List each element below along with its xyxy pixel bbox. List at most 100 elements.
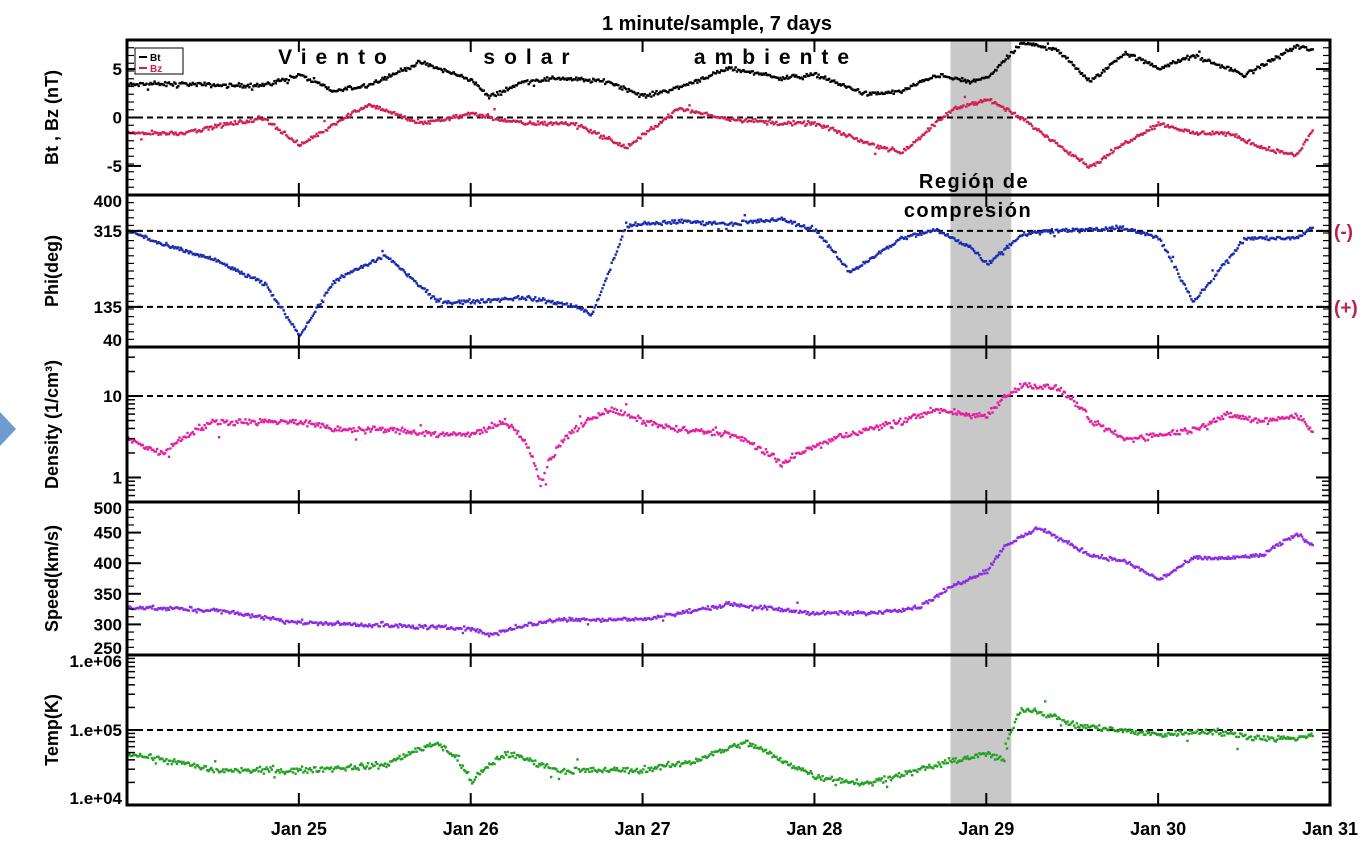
data-point [1111, 225, 1114, 229]
data-point [1216, 416, 1219, 419]
data-point [1032, 387, 1035, 390]
data-point [577, 77, 580, 80]
data-point [1084, 163, 1088, 166]
data-point [800, 611, 803, 614]
data-point [578, 78, 582, 81]
data-point [849, 86, 852, 89]
data-point [636, 136, 640, 139]
data-point [428, 293, 432, 296]
data-point [514, 429, 517, 432]
data-point [601, 412, 604, 415]
data-point [306, 771, 309, 774]
data-point [426, 628, 429, 631]
data-point [1145, 61, 1148, 64]
data-point [942, 232, 945, 235]
data-point [676, 85, 679, 88]
data-point [490, 298, 493, 302]
data-point [173, 607, 176, 610]
data-point [713, 71, 716, 75]
data-point [613, 618, 616, 621]
data-point [717, 433, 720, 436]
data-point [341, 767, 345, 770]
data-point [430, 64, 433, 67]
data-point [665, 425, 669, 428]
data-point [499, 298, 503, 302]
data-point [547, 299, 550, 302]
data-point [850, 87, 853, 90]
data-point [552, 455, 555, 459]
data-point [567, 437, 570, 440]
data-point [821, 126, 824, 129]
data-point [349, 623, 353, 626]
data-point [830, 79, 833, 82]
data-point [696, 111, 699, 114]
data-point [1020, 386, 1023, 389]
data-point [729, 67, 732, 70]
data-point [344, 116, 347, 120]
data-point [300, 331, 304, 334]
data-point [642, 419, 645, 423]
data-point [671, 614, 674, 617]
data-point [167, 759, 171, 762]
data-point [1099, 160, 1102, 164]
data-point [1190, 55, 1193, 58]
data-point [195, 764, 198, 767]
data-point [1169, 257, 1172, 260]
data-point [1120, 143, 1123, 146]
data-point [1232, 555, 1235, 558]
data-point [482, 426, 486, 429]
data-point [444, 432, 447, 436]
data-point [976, 78, 980, 82]
data-point [540, 79, 544, 82]
data-point [393, 261, 396, 264]
data-point [1106, 227, 1109, 231]
data-point [279, 419, 283, 422]
data-point [1307, 541, 1310, 545]
data-point [299, 74, 302, 77]
data-point [538, 80, 541, 83]
data-point [361, 266, 364, 269]
data-point [140, 82, 143, 85]
data-point [625, 146, 628, 149]
data-point [552, 302, 555, 305]
data-point [522, 81, 525, 84]
data-point [335, 621, 338, 625]
data-point [542, 297, 545, 300]
data-point [1157, 434, 1160, 437]
data-point [1141, 58, 1144, 61]
data-point [365, 624, 368, 628]
data-point [337, 119, 341, 122]
data-point [1304, 138, 1308, 141]
data-point [679, 429, 682, 432]
data-point [539, 620, 542, 623]
data-point [841, 435, 844, 438]
data-point [1051, 387, 1055, 390]
data-point [680, 218, 683, 221]
data-point [982, 76, 985, 80]
data-point [361, 624, 364, 627]
data-point [185, 608, 188, 611]
data-point [613, 256, 616, 260]
data-point [336, 765, 339, 768]
data-point [1278, 417, 1281, 420]
data-point [220, 612, 223, 615]
data-point [1250, 419, 1254, 422]
data-point [962, 104, 965, 107]
data-point [223, 122, 226, 125]
data-point [1145, 433, 1148, 436]
data-point [901, 422, 905, 426]
data-point [975, 78, 978, 81]
data-point [399, 429, 403, 432]
data-point [988, 566, 992, 569]
data-point [1268, 59, 1271, 62]
data-point [758, 220, 761, 224]
data-point [1250, 142, 1254, 145]
data-point [188, 129, 192, 133]
data-point [385, 623, 388, 626]
data-point [291, 418, 295, 422]
data-point [1260, 420, 1263, 423]
data-point [1167, 64, 1171, 68]
data-point [1048, 530, 1051, 534]
data-point [759, 446, 762, 449]
data-point [159, 133, 163, 136]
